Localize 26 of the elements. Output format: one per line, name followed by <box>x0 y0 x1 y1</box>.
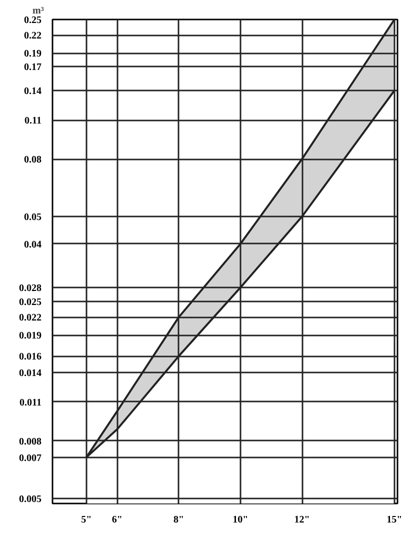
x-tick-label: 8" <box>174 514 184 526</box>
y-tick-label: 0.17 <box>24 62 42 74</box>
x-tick-label: 5" <box>81 514 92 526</box>
y-axis-title: m³ <box>32 6 44 16</box>
y-tick-label: 0.014 <box>19 368 42 379</box>
y-tick-label: 0.05 <box>24 212 42 224</box>
y-tick-label: 0.08 <box>24 154 42 166</box>
x-tick-label: 15" <box>386 514 402 526</box>
y-tick-label: 0.008 <box>19 436 42 448</box>
y-tick-label: 0.011 <box>20 397 42 408</box>
y-tick-label: 0.11 <box>24 116 42 127</box>
y-tick-label: 0.028 <box>19 283 42 294</box>
x-tick-label: 6" <box>112 514 122 526</box>
y-tick-label: 0.005 <box>19 494 42 505</box>
y-tick-label: 0.19 <box>24 48 42 60</box>
x-tick-label: 10" <box>232 514 248 526</box>
y-tick-label: 0.019 <box>19 330 42 342</box>
y-tick-label: 0.25 <box>24 15 42 26</box>
y-tick-label: 0.14 <box>24 86 42 97</box>
x-tick-label: 12" <box>294 514 310 526</box>
y-tick-label: 0.22 <box>24 30 42 42</box>
y-tick-label: 0.022 <box>19 312 42 324</box>
y-tick-label: 0.04 <box>24 239 42 250</box>
y-tick-label: 0.016 <box>19 352 42 363</box>
y-tick-label: 0.007 <box>19 452 42 464</box>
y-tick-label: 0.025 <box>19 296 42 308</box>
